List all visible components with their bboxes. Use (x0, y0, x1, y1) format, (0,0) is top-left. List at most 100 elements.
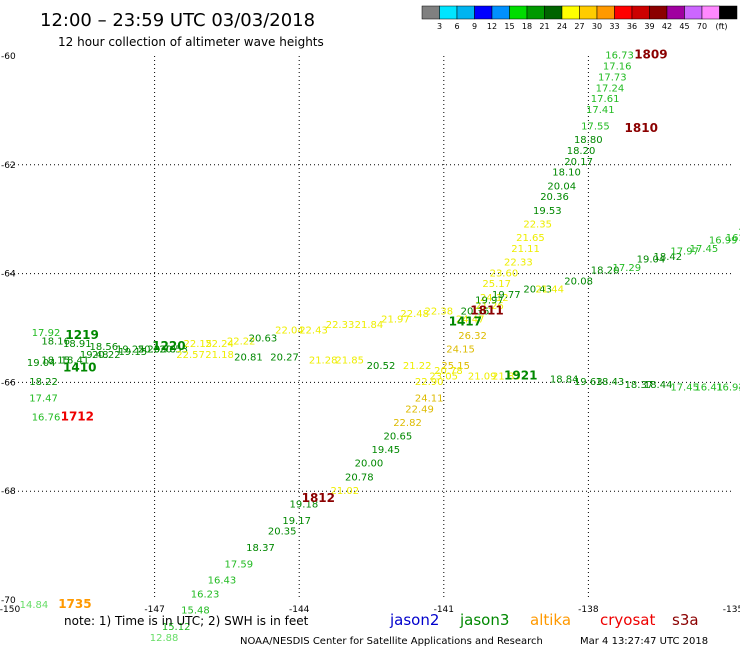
wave-height-label: 22.82 (393, 418, 422, 429)
colorbar-swatch (684, 5, 703, 20)
wave-height-label: 24.47 (456, 315, 485, 326)
wave-height-label: 18.84 (550, 374, 579, 385)
colorbar-tick-label: 24 (557, 22, 567, 31)
colorbar-tick-label: 9 (472, 22, 477, 31)
colorbar-tick-label: 39 (644, 22, 654, 31)
units-note: note: 1) Time is in UTC; 2) SWH is in fe… (64, 614, 309, 628)
wave-height-label: 22.04 (275, 325, 304, 336)
colorbar-swatch (526, 5, 545, 20)
satellite-legend: jason2 jason3 altika cryosat s3a (389, 611, 699, 629)
y-tick-label: -60 (1, 52, 16, 62)
wave-height-label: 26.32 (458, 331, 487, 342)
colorbar-swatch (666, 5, 685, 20)
wave-height-label: 16.43 (208, 576, 237, 587)
wave-height-label: 19.17 (282, 516, 311, 527)
wave-height-label: 18.42 (653, 252, 682, 263)
x-tick-label: -144 (289, 605, 310, 615)
wave-height-label: 16.73 (605, 51, 634, 62)
wave-height-label: 17.41 (586, 105, 615, 116)
wave-height-label: 15.48 (181, 606, 210, 617)
satellite-name: cryosat (600, 611, 655, 629)
colorbar-swatch (631, 5, 650, 20)
wave-height-label: 21.26 (475, 301, 504, 312)
wave-height-label: 20.17 (564, 157, 593, 168)
x-tick-label: -135 (723, 605, 740, 615)
wave-height-label: 21.84 (355, 320, 384, 331)
wave-height-label: 20.65 (384, 432, 413, 443)
wave-height-label: 21.18 (205, 350, 234, 361)
wave-height-label: 21.97 (381, 315, 410, 326)
wave-height-label: 18.20 (567, 146, 596, 157)
colorbar-tick-label: 12 (487, 22, 497, 31)
colorbar-swatch (701, 5, 720, 20)
wave-height-label: 19.48 (80, 350, 109, 361)
wave-height-label: 18.41 (61, 355, 90, 366)
wave-height-label: 18.80 (574, 135, 603, 146)
wave-height-label: 12.88 (150, 633, 179, 644)
wave-height-label: 21.11 (511, 244, 540, 255)
colorbar-tick-label: 21 (539, 22, 549, 31)
wave-height-label: 23.05 (429, 372, 458, 383)
pass-time-label: 1811 (470, 303, 503, 317)
colorbar-tick-label: 27 (574, 22, 584, 31)
x-tick-label: -150 (0, 605, 20, 615)
wave-height-label: 18.44 (644, 380, 673, 391)
colorbar-swatch (474, 5, 493, 20)
wave-height-label: 16.94 (716, 383, 740, 394)
wave-height-label: 18.91 (63, 339, 92, 350)
colorbar-tick-label: 18 (522, 22, 532, 31)
x-tick-label: -141 (434, 605, 454, 615)
wave-height-label: 17 (738, 228, 740, 239)
pass-time-label: 1735 (58, 597, 91, 611)
colorbar-swatch (491, 5, 510, 20)
wave-height-label: 16.67 (726, 233, 740, 244)
pass-time-label: 1809 (634, 48, 667, 62)
pass-time-label: 1220 (152, 339, 185, 353)
colorbar-swatch (421, 5, 440, 20)
wave-height-label: 17.45 (690, 244, 719, 255)
colorbar-swatch (509, 5, 528, 20)
x-tick-label: -138 (578, 605, 599, 615)
wave-height-label: 17.47 (29, 393, 58, 404)
wave-height-label: 19.04 (27, 358, 56, 369)
wave-height-label: 18.15 (41, 355, 70, 366)
wave-height-label: 22.48 (400, 309, 429, 320)
y-tick-label: -64 (1, 270, 16, 280)
colorbar-legend: 3 6 9 12 15 18 21 24 27 30 33 36 39 42 45 70 (ft) (421, 5, 738, 31)
pass-time-label: 1921 (504, 369, 537, 383)
satellite-name: jason3 (459, 611, 509, 629)
wave-height-label: 22.24 (205, 339, 234, 350)
wave-height-label: 20.78 (434, 366, 463, 377)
credit-text: NOAA/NESDIS Center for Satellite Applica… (240, 636, 543, 647)
wave-height-label: 20.04 (547, 181, 576, 192)
pass-time-label: 1410 (63, 361, 96, 375)
timestamp-text: Mar 4 13:27:47 UTC 2018 (580, 636, 708, 647)
colorbar-tick-label: 36 (627, 22, 637, 31)
colorbar-swatch (439, 5, 458, 20)
satellite-name: s3a (672, 611, 699, 629)
wave-height-label: 20.36 (540, 192, 569, 203)
wave-height-label: 25.15 (441, 361, 470, 372)
colorbar-tick-label: 30 (592, 22, 602, 31)
wave-height-label: 19.97 (475, 296, 504, 307)
wave-height-label: 24.12 (480, 293, 509, 304)
wave-height-label: 20.35 (268, 527, 297, 538)
wave-height-label: 18.16 (41, 336, 70, 347)
wave-height-label: 20.81 (234, 353, 263, 364)
wave-height-label: 22.22 (227, 336, 256, 347)
colorbar-tick-label: 6 (454, 22, 459, 31)
wave-height-label: 21.22 (403, 361, 432, 372)
wave-height-label: 18.10 (552, 168, 581, 179)
chart-subtitle: 12 hour collection of altimeter wave hei… (58, 35, 324, 49)
wave-height-label: 17.29 (613, 263, 642, 274)
colorbar-swatch (561, 5, 580, 20)
colorbar-tick-label: 15 (504, 22, 514, 31)
wave-height-label: 18.56 (90, 342, 119, 353)
colorbar-tick-label: 45 (679, 22, 689, 31)
wave-height-label: 17.61 (591, 94, 620, 105)
wave-height-label: 20.08 (564, 276, 593, 287)
wave-height-label: 23.60 (490, 268, 519, 279)
wave-height-label: 16.76 (32, 412, 61, 423)
chart-title: 12:00 – 23:59 UTC 03/03/2018 (40, 10, 315, 31)
wave-height-label: 20.27 (270, 353, 299, 364)
